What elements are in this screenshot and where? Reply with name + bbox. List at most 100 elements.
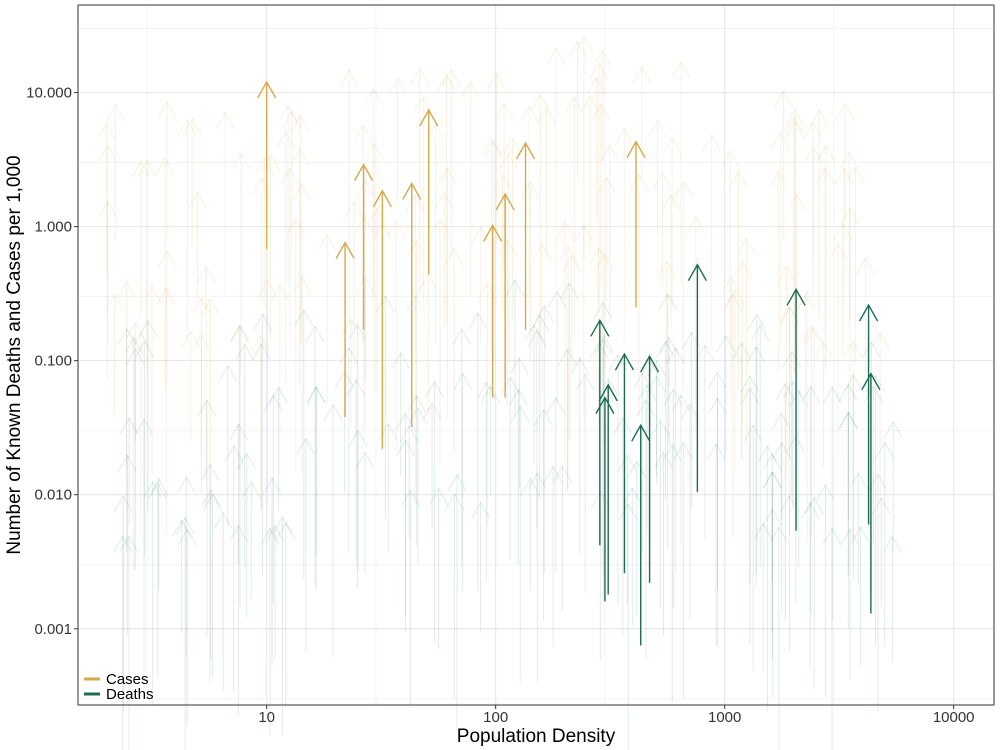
- x-tick-label: 100: [483, 709, 508, 726]
- background-arrow: [453, 372, 473, 592]
- background-arrow: [273, 515, 292, 735]
- axis-ticks: 10 100 1000 10000 0.001 0.010 0.100 1.000 10.000: [26, 85, 974, 726]
- background-arrow: [191, 333, 211, 454]
- background-arrow: [346, 378, 366, 561]
- background-arrow: [367, 207, 387, 390]
- background-arrow: [844, 373, 863, 579]
- legend-label-cases: Cases: [106, 671, 149, 688]
- background-arrow: [497, 238, 517, 407]
- background-arrow: [177, 528, 197, 727]
- background-arrow: [480, 385, 500, 496]
- background-arrow: [743, 424, 763, 672]
- case-arrow: [515, 141, 536, 330]
- background-arrow: [260, 527, 280, 737]
- background-arrow: [280, 167, 300, 340]
- grid-lines: [78, 5, 994, 705]
- background-arrow: [828, 243, 848, 457]
- background-arrow: [252, 177, 272, 306]
- legend-label-deaths: Deaths: [106, 686, 154, 703]
- background-arrow: [323, 403, 343, 658]
- background-arrow: [294, 308, 314, 579]
- background-arrow: [388, 77, 407, 204]
- background-arrow: [816, 483, 835, 698]
- background-arrow: [546, 396, 566, 573]
- background-arrow: [305, 325, 325, 586]
- case-arrow: [419, 108, 439, 275]
- background-arrow: [797, 290, 817, 542]
- background-arrow: [804, 326, 824, 489]
- background-arrow: [845, 166, 865, 364]
- background-arrow: [438, 167, 457, 418]
- background-arrow: [835, 102, 855, 220]
- background-arrows: [96, 36, 903, 750]
- background-arrow: [530, 314, 550, 499]
- background-arrow: [856, 257, 876, 378]
- background-arrow: [509, 357, 529, 488]
- background-arrow: [702, 134, 722, 351]
- background-arrow: [803, 121, 823, 258]
- background-arrow: [594, 338, 614, 603]
- background-arrow: [695, 344, 715, 539]
- background-arrow: [686, 216, 706, 436]
- background-arrow: [447, 474, 467, 728]
- background-arrow: [355, 276, 375, 429]
- background-arrow: [785, 120, 805, 375]
- background-arrow: [399, 424, 419, 539]
- background-arrow: [290, 114, 310, 343]
- background-arrow: [200, 463, 220, 683]
- background-arrow: [747, 313, 767, 575]
- background-arrow: [278, 105, 298, 281]
- background-arrow: [822, 527, 842, 750]
- background-arrow: [258, 279, 278, 506]
- background-arrow: [98, 200, 118, 343]
- background-arrow: [553, 465, 572, 610]
- background-arrow: [468, 312, 488, 592]
- y-tick-label: 0.010: [34, 487, 72, 504]
- plot-panel: [78, 5, 994, 705]
- background-arrow: [137, 159, 157, 372]
- death-arrow: [786, 287, 806, 531]
- background-arrow: [269, 386, 288, 511]
- background-arrow: [461, 80, 481, 297]
- background-arrow: [591, 103, 611, 291]
- background-arrow: [543, 465, 563, 648]
- background-arrow: [510, 405, 530, 682]
- y-tick-label: 0.001: [34, 621, 72, 638]
- background-arrow: [595, 253, 615, 370]
- background-arrow: [839, 151, 859, 322]
- death-arrow: [639, 354, 660, 583]
- x-tick-label: 1000: [708, 709, 741, 726]
- background-arrow: [636, 399, 656, 659]
- background-arrow: [254, 156, 274, 309]
- background-arrow: [783, 380, 803, 510]
- background-arrow: [429, 487, 449, 649]
- background-arrow: [723, 293, 743, 537]
- case-arrow: [372, 189, 392, 449]
- background-arrow: [425, 123, 445, 346]
- background-arrow: [746, 346, 766, 587]
- background-arrow: [306, 385, 326, 556]
- background-arrow: [407, 240, 426, 409]
- background-arrow: [201, 489, 221, 661]
- background-arrow: [771, 412, 791, 522]
- background-arrow: [282, 110, 302, 254]
- background-arrow: [632, 371, 652, 552]
- background-arrow: [784, 116, 804, 372]
- background-arrow: [406, 294, 426, 506]
- background-arrow: [213, 511, 233, 691]
- background-arrow: [589, 61, 609, 306]
- case-arrow: [257, 80, 277, 250]
- background-arrow: [657, 260, 677, 388]
- background-arrow: [564, 96, 584, 338]
- background-arrow: [355, 451, 375, 573]
- y-tick-label: 10.000: [26, 85, 72, 102]
- background-arrow: [355, 179, 375, 379]
- background-arrow: [785, 109, 805, 349]
- background-arrow: [882, 535, 902, 662]
- background-arrow: [663, 388, 683, 610]
- background-arrow: [671, 60, 691, 286]
- death-arrow: [858, 303, 879, 525]
- background-arrow: [763, 470, 783, 697]
- background-arrow: [445, 493, 464, 701]
